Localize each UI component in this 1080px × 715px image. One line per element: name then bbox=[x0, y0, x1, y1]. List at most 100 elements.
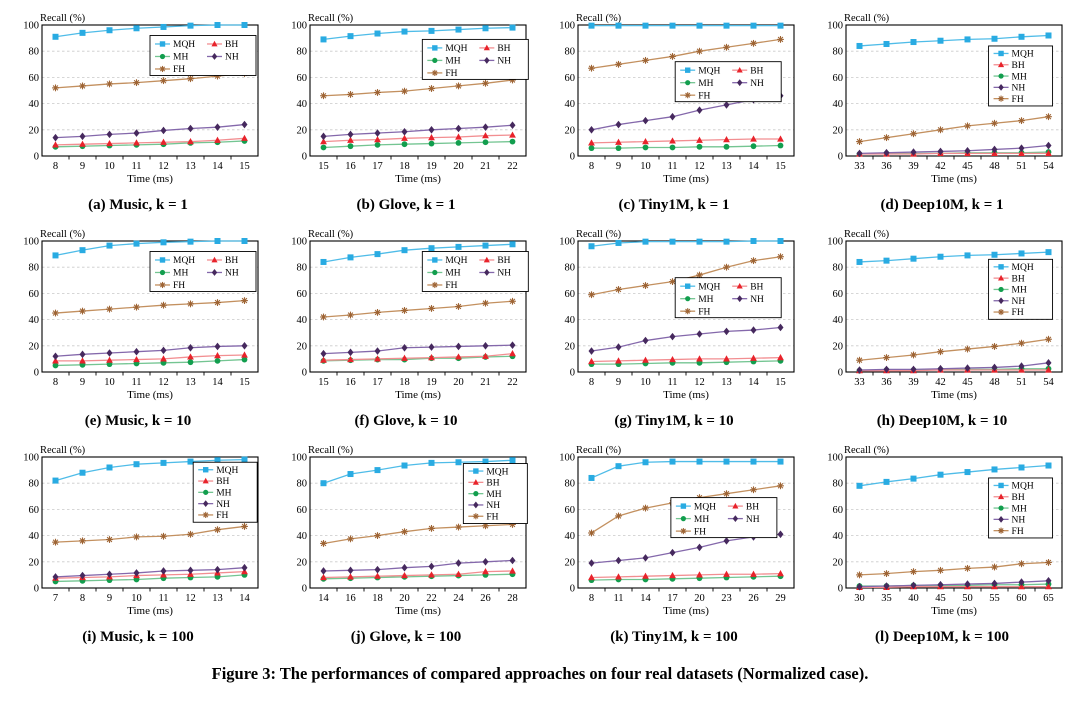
y-tick-label: 0 bbox=[34, 584, 39, 595]
panel-caption-c: (c) Tiny1M, k = 1 bbox=[618, 197, 730, 213]
marker-circle bbox=[203, 489, 209, 495]
marker-triangle bbox=[696, 136, 703, 143]
legend-label: BH bbox=[1012, 493, 1025, 503]
marker-square bbox=[615, 463, 622, 470]
x-tick-label: 8 bbox=[53, 377, 58, 388]
series-FH bbox=[856, 559, 1052, 579]
series-FH bbox=[52, 523, 248, 546]
y-tick-label: 0 bbox=[838, 584, 843, 595]
marker-diamond bbox=[347, 130, 354, 139]
legend: MQH BH MH NH FH bbox=[670, 497, 778, 539]
legend-entry-NH: NH bbox=[993, 297, 1025, 307]
marker-asterisk bbox=[1045, 113, 1052, 121]
marker-asterisk bbox=[991, 119, 998, 127]
marker-square bbox=[991, 466, 998, 473]
series-line bbox=[591, 240, 781, 247]
series-line bbox=[591, 460, 781, 479]
x-tick-label: 51 bbox=[1016, 161, 1027, 172]
x-tick-label: 14 bbox=[239, 593, 250, 604]
marker-square bbox=[214, 22, 221, 28]
marker-diamond bbox=[320, 132, 327, 141]
marker-asterisk bbox=[642, 504, 649, 512]
marker-square bbox=[615, 22, 622, 29]
x-tick-label: 39 bbox=[908, 377, 919, 388]
legend-entry-NH: NH bbox=[479, 57, 511, 67]
legend-label: MH bbox=[216, 489, 231, 499]
legend-entry-BH: BH bbox=[993, 274, 1025, 284]
marker-square bbox=[106, 464, 113, 471]
marker-diamond bbox=[937, 580, 944, 589]
y-tick-label: 60 bbox=[297, 289, 308, 300]
legend-label: MH bbox=[445, 269, 460, 279]
x-axis-title: Time (ms) bbox=[127, 173, 173, 185]
series-MQH bbox=[588, 238, 784, 250]
marker-square bbox=[428, 27, 435, 34]
chart-panel-j: 0 20 40 60 80 100 14 16 18 20 22 24 26 28 Recall (%) Ti… bbox=[272, 442, 540, 646]
marker-asterisk bbox=[428, 524, 435, 532]
marker-circle bbox=[187, 359, 194, 366]
marker-asterisk bbox=[964, 122, 971, 130]
x-tick-label: 15 bbox=[318, 161, 329, 172]
series-MQH bbox=[588, 458, 784, 481]
marker-triangle bbox=[509, 567, 516, 574]
legend-entry-MH: MH bbox=[680, 79, 714, 89]
marker-diamond bbox=[455, 559, 462, 567]
legend-entry-MQH: MQH bbox=[427, 44, 468, 54]
marker-square bbox=[1045, 32, 1052, 39]
legend-label: MH bbox=[445, 57, 460, 67]
marker-asterisk bbox=[347, 311, 354, 319]
marker-triangle bbox=[374, 355, 381, 362]
legend-label: BH bbox=[1012, 274, 1025, 284]
series-line bbox=[323, 243, 513, 263]
marker-triangle bbox=[374, 572, 381, 579]
y-tick-label: 20 bbox=[29, 125, 40, 136]
series-line bbox=[859, 368, 1049, 372]
series-NH bbox=[856, 141, 1052, 158]
marker-asterisk bbox=[642, 56, 649, 64]
marker-square bbox=[79, 469, 86, 476]
marker-square bbox=[998, 264, 1004, 270]
marker-circle bbox=[455, 140, 462, 146]
legend-label: FH bbox=[698, 307, 710, 317]
marker-square bbox=[428, 245, 435, 252]
x-tick-label: 14 bbox=[748, 161, 759, 172]
y-tick-label: 0 bbox=[34, 152, 39, 163]
marker-circle bbox=[669, 144, 676, 151]
marker-circle bbox=[998, 505, 1004, 511]
marker-circle bbox=[642, 144, 649, 151]
marker-diamond bbox=[723, 327, 730, 336]
marker-triangle bbox=[509, 131, 516, 138]
x-tick-label: 13 bbox=[721, 161, 732, 172]
x-tick-label: 39 bbox=[908, 161, 919, 172]
marker-square bbox=[241, 456, 248, 463]
legend-entry-BH: BH bbox=[207, 256, 238, 266]
marker-triangle bbox=[696, 571, 703, 578]
marker-square bbox=[214, 238, 221, 244]
y-tick-label: 0 bbox=[302, 368, 307, 379]
series-line bbox=[55, 72, 245, 89]
marker-triangle bbox=[133, 355, 140, 363]
legend-entry-NH: NH bbox=[207, 53, 239, 63]
marker-asterisk bbox=[669, 53, 676, 60]
y-axis-title: Recall (%) bbox=[844, 229, 890, 240]
y-tick-label: 100 bbox=[559, 453, 575, 464]
marker-diamond bbox=[856, 366, 863, 374]
marker-asterisk bbox=[1018, 117, 1025, 125]
series-line bbox=[55, 354, 245, 362]
marker-circle bbox=[320, 144, 327, 151]
marker-diamond bbox=[998, 297, 1004, 305]
marker-square bbox=[777, 22, 784, 29]
legend-label: NH bbox=[746, 515, 760, 525]
x-tick-label: 54 bbox=[1043, 377, 1054, 388]
x-tick-label: 15 bbox=[239, 377, 250, 388]
marker-asterisk bbox=[684, 308, 691, 315]
legend-entry-FH: FH bbox=[680, 307, 710, 317]
marker-asterisk bbox=[482, 79, 489, 87]
marker-square bbox=[106, 242, 113, 249]
series-line bbox=[323, 559, 513, 572]
marker-diamond bbox=[214, 565, 221, 574]
marker-diamond bbox=[160, 346, 167, 355]
marker-diamond bbox=[484, 56, 490, 64]
x-tick-label: 42 bbox=[935, 377, 946, 388]
marker-square bbox=[401, 28, 408, 35]
